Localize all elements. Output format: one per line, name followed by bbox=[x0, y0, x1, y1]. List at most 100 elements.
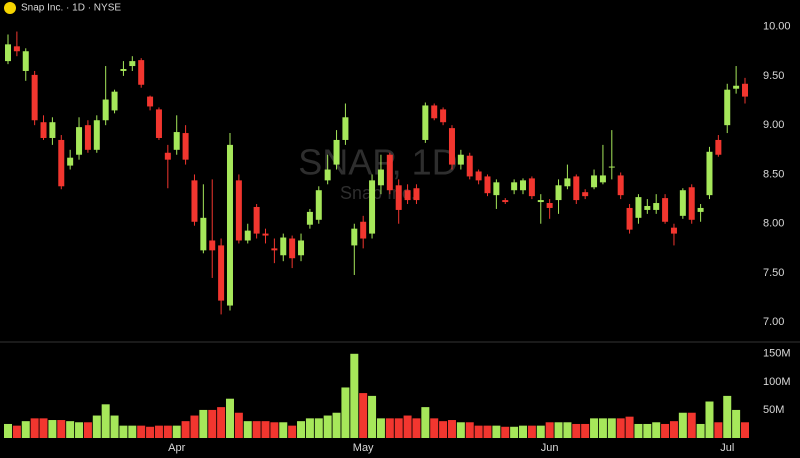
candle-body bbox=[315, 190, 322, 220]
volume-bar bbox=[341, 387, 350, 438]
candle-body bbox=[413, 188, 420, 201]
candle-body bbox=[555, 185, 562, 201]
candle-body bbox=[155, 109, 162, 138]
volume-bar bbox=[190, 415, 199, 438]
volume-bar bbox=[385, 418, 394, 438]
volume-bar bbox=[332, 412, 341, 438]
candle-body bbox=[351, 228, 358, 246]
volume-bar bbox=[350, 353, 359, 438]
volume-bar bbox=[492, 425, 501, 438]
candle-body bbox=[742, 83, 748, 97]
volume-bar bbox=[483, 425, 492, 438]
candle-body bbox=[76, 127, 83, 155]
volume-bar bbox=[368, 395, 377, 438]
volume-bar bbox=[92, 415, 101, 438]
candle-body bbox=[591, 175, 598, 188]
volume-bar bbox=[616, 418, 625, 438]
candle-body bbox=[537, 200, 544, 203]
candle-body bbox=[280, 237, 287, 256]
volume-bar bbox=[243, 421, 252, 438]
volume-bar bbox=[137, 425, 146, 438]
candle-body bbox=[724, 89, 731, 126]
candle-body bbox=[404, 190, 411, 201]
candle-body bbox=[22, 51, 29, 71]
candle-body bbox=[200, 217, 207, 251]
y-tick-label: 9.00 bbox=[763, 119, 784, 131]
volume-bar bbox=[678, 412, 687, 438]
candle-body bbox=[466, 155, 473, 177]
candle-body bbox=[493, 182, 500, 196]
volume-bar bbox=[625, 416, 634, 438]
volume-bar bbox=[234, 412, 243, 438]
y-tick-label: 7.50 bbox=[763, 267, 784, 279]
candle-body bbox=[528, 178, 535, 197]
candle-body bbox=[582, 192, 589, 197]
candle-body bbox=[324, 169, 331, 181]
volume-bar bbox=[57, 420, 66, 438]
y-tick-label: 8.00 bbox=[763, 218, 784, 230]
volume-bar bbox=[297, 421, 306, 438]
candle-body bbox=[235, 180, 242, 241]
volume-bar bbox=[590, 418, 599, 438]
y-tick-label: 9.50 bbox=[763, 70, 784, 82]
volume-bar bbox=[12, 425, 21, 438]
volume-bar bbox=[652, 422, 661, 438]
volume-bar bbox=[572, 423, 581, 438]
volume-bar bbox=[705, 401, 714, 438]
candle-body bbox=[546, 203, 553, 208]
volume-tick-label: 100M bbox=[763, 376, 791, 388]
candle-body bbox=[182, 133, 189, 160]
volume-bar bbox=[208, 409, 217, 438]
candle-body bbox=[147, 96, 154, 107]
volume-bar bbox=[474, 425, 483, 438]
volume-bar bbox=[554, 422, 563, 438]
candle-body bbox=[13, 46, 20, 52]
volume-bar bbox=[110, 415, 119, 438]
candle-body bbox=[173, 132, 180, 150]
volume-bar bbox=[181, 421, 190, 438]
volume-bar bbox=[439, 421, 448, 438]
candle-body bbox=[377, 169, 384, 186]
x-tick-label: Jun bbox=[541, 442, 559, 454]
volume-bar bbox=[288, 425, 297, 438]
candle-body bbox=[129, 61, 136, 67]
candle-body bbox=[662, 198, 669, 222]
y-tick-label: 8.50 bbox=[763, 168, 784, 180]
volume-bar bbox=[270, 422, 279, 438]
candle-body bbox=[733, 85, 740, 89]
volume-tick-label: 150M bbox=[763, 348, 791, 360]
volume-bar bbox=[519, 425, 528, 438]
candle-body bbox=[31, 74, 38, 121]
candle-body bbox=[111, 91, 118, 111]
volume-bar bbox=[199, 409, 208, 438]
volume-bar bbox=[4, 423, 12, 438]
volume-bar bbox=[661, 423, 670, 438]
volume-bar bbox=[563, 422, 572, 438]
candle-body bbox=[102, 99, 109, 121]
volume-bar bbox=[75, 422, 84, 438]
volume-bar bbox=[456, 422, 465, 438]
candle-body bbox=[395, 185, 402, 210]
candle-body bbox=[608, 166, 615, 168]
volume-bar bbox=[394, 418, 403, 438]
candle-body bbox=[564, 178, 571, 187]
x-tick-label: Apr bbox=[168, 442, 185, 454]
volume-bar bbox=[172, 425, 181, 438]
volume-bar bbox=[421, 407, 430, 438]
candle-body bbox=[67, 157, 74, 166]
candle-body bbox=[58, 139, 65, 187]
candle-body bbox=[306, 211, 313, 225]
candle-body bbox=[369, 180, 376, 234]
candle-body bbox=[226, 144, 233, 306]
volume-bar bbox=[501, 426, 510, 438]
volume-bar bbox=[403, 415, 412, 438]
candle-body bbox=[635, 197, 642, 218]
candle-body bbox=[431, 105, 438, 119]
volume-bar bbox=[536, 425, 545, 438]
candle-body bbox=[138, 60, 145, 85]
candle-body bbox=[706, 151, 713, 196]
volume-bar bbox=[66, 421, 75, 438]
chart-title: Snap Inc. · 1D · NYSE bbox=[21, 3, 121, 14]
volume-bar bbox=[217, 407, 226, 438]
